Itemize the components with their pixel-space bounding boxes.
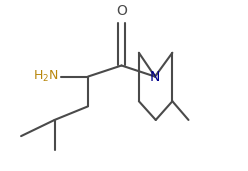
Text: N: N [150, 70, 160, 84]
Text: H$_2$N: H$_2$N [33, 69, 58, 84]
Text: O: O [116, 4, 127, 18]
